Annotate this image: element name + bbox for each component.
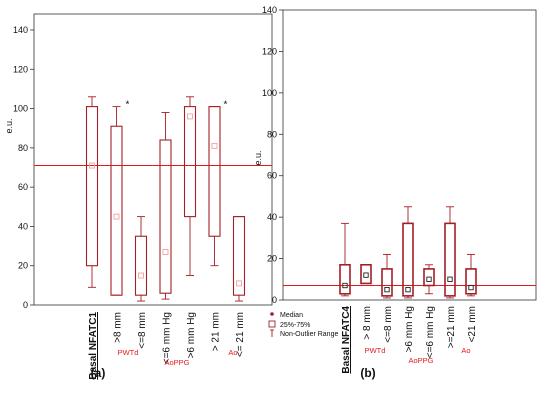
box-iqr (159, 139, 172, 294)
panel-label: (a) (91, 366, 106, 380)
category-label: >8 mm (113, 312, 124, 343)
box-0: Basal NFATC1 (85, 96, 99, 380)
median-marker (211, 142, 218, 149)
box-iqr (402, 222, 414, 297)
category-label: <=8 mm (137, 312, 148, 349)
panel-label: (b) (360, 366, 375, 380)
box-2: <=8 mm (134, 216, 148, 349)
median-marker (342, 282, 348, 289)
box-5: * > 21 mm (208, 100, 228, 351)
y-tick-label: 40 (18, 221, 28, 231)
box-iqr (444, 222, 456, 297)
median-marker (113, 213, 120, 220)
category-label: >=21 mm (446, 306, 457, 348)
y-tick-label: 60 (267, 171, 277, 181)
y-tick-label: 120 (262, 46, 277, 56)
box-iqr (465, 268, 477, 295)
legend-range-label: Non-Outlier Range (280, 331, 338, 338)
median-marker (405, 286, 411, 293)
y-tick-label: 100 (262, 88, 277, 98)
box-iqr (134, 235, 148, 296)
box-iqr (232, 216, 246, 296)
median-marker (89, 162, 95, 169)
box-5: >=21 mm (444, 206, 457, 348)
category-label: <= 21 mm (235, 312, 246, 357)
y-tick-label: 20 (267, 254, 277, 264)
box-2: <=8 mm (381, 253, 394, 343)
category-label: Basal NFATC4 (341, 306, 352, 374)
y-tick-label: 120 (13, 64, 28, 74)
category-label: > 8 mm (362, 306, 373, 340)
y-tick-label: 100 (13, 104, 28, 114)
legend: Median 25%-75% Non-Outlier Range (268, 312, 338, 338)
y-tick-label: 80 (267, 129, 277, 139)
panel-a-chart: 0 20 40 60 80 100 120 140 e.u. Basal NFATC1 * >8 mm… (4, 13, 338, 380)
box-4: >6 mm Hg (183, 96, 197, 358)
category-label: <21 mm (467, 306, 478, 342)
category-label: >6 mm Hg (404, 306, 415, 352)
category-label: <=6 mm Hg (425, 306, 436, 358)
box-iqr (423, 268, 435, 287)
group-label: PWTd (118, 348, 139, 357)
category-label: Basal NFATC1 (88, 312, 99, 380)
group-label: Ao (228, 348, 237, 357)
box-6: <= 21 mm (232, 216, 246, 357)
significance-star: * (126, 100, 130, 111)
median-marker (236, 280, 242, 287)
y-tick-label: 0 (23, 300, 28, 310)
category-label: > 21 mm (211, 312, 222, 351)
median-marker (162, 249, 169, 255)
legend-iqr-label: 25%-75% (280, 322, 310, 329)
legend-median-swatch (270, 312, 274, 316)
box-iqr (360, 263, 372, 285)
median-marker (138, 272, 144, 279)
median-marker (426, 276, 432, 282)
group-label: Ao (461, 346, 470, 355)
box-iqr (85, 106, 99, 267)
category-label: <=8 mm (383, 306, 394, 343)
y-tick-label: 20 (18, 261, 28, 271)
group-label: PWTd (365, 346, 386, 355)
panel-b-chart: 0 20 40 60 80 100 120 140 e.u. Basal NFATC4 > 8 mm… (253, 5, 537, 380)
y-axis-label: e.u. (253, 150, 263, 165)
y-axis-label: e.u. (4, 118, 14, 133)
y-tick-label: 140 (262, 5, 277, 15)
box-iqr (381, 268, 393, 297)
plot-frame (33, 13, 273, 306)
box-6: <21 mm (465, 253, 478, 342)
median-marker (384, 286, 390, 293)
y-tick-label: 40 (267, 212, 277, 222)
box-0: Basal NFATC4 (339, 222, 352, 374)
box-3: <=6 mm Hg (159, 112, 173, 364)
median-marker (468, 284, 474, 291)
legend-median-label: Median (280, 312, 303, 319)
plot-frame (282, 9, 537, 301)
y-tick-label: 60 (18, 182, 28, 192)
box-iqr (339, 263, 351, 295)
box-iqr (110, 125, 123, 296)
median-marker (363, 272, 369, 278)
median-marker (447, 276, 453, 282)
box-4: <=6 mm Hg (423, 264, 436, 358)
box-3: >6 mm Hg (402, 206, 415, 352)
category-label: >6 mm Hg (186, 312, 197, 358)
y-tick-label: 140 (13, 25, 28, 35)
category-label: <=6 mm Hg (162, 312, 173, 364)
group-label: AoPPG (408, 356, 433, 365)
box-1: * >8 mm (110, 100, 130, 343)
significance-star: * (224, 100, 228, 111)
y-tick-label: 80 (18, 143, 28, 153)
box-iqr (183, 106, 197, 218)
box-1: > 8 mm (360, 263, 373, 340)
y-tick-label: 0 (272, 295, 277, 305)
group-label: AoPPG (164, 358, 189, 367)
legend-iqr-swatch (268, 320, 276, 328)
median-marker (187, 113, 193, 120)
box-iqr (208, 106, 221, 237)
